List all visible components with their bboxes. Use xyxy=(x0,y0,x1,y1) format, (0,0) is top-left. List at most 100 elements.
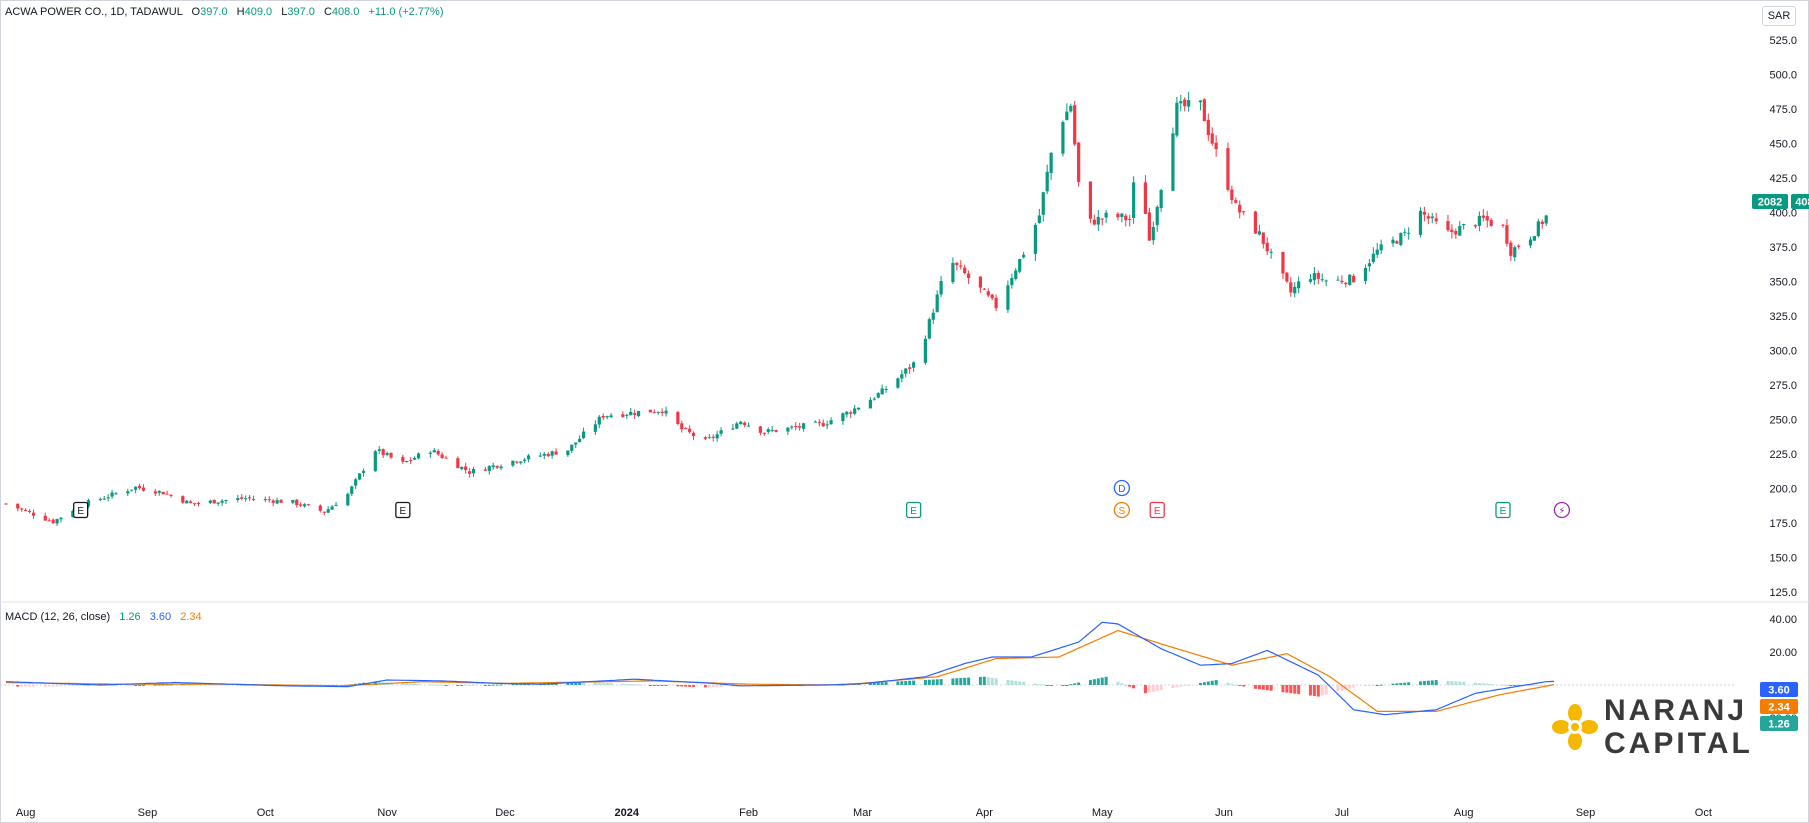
candle xyxy=(279,498,283,503)
candle xyxy=(263,496,267,503)
candle-body xyxy=(1128,218,1132,220)
candle xyxy=(389,452,393,459)
price-tick-label: 200.0 xyxy=(1769,484,1797,496)
candle xyxy=(1454,228,1458,239)
histogram-bar xyxy=(1159,685,1163,691)
histogram-bar xyxy=(652,685,656,686)
candle-body xyxy=(1473,225,1478,227)
candle-body xyxy=(664,410,668,414)
histogram-bar xyxy=(1324,685,1328,695)
histogram-bar xyxy=(1540,685,1544,686)
event-marker-e[interactable]: E xyxy=(1149,501,1165,519)
candle-body xyxy=(1536,221,1540,237)
candle xyxy=(1092,214,1096,226)
logo-text: NARANJ CAPITAL xyxy=(1604,694,1753,760)
signal-line xyxy=(5,629,1555,712)
candle xyxy=(27,509,32,514)
macd-legend[interactable]: MACD (12, 26, close) 1.26 3.60 2.34 xyxy=(5,611,202,623)
histogram-bar xyxy=(126,685,130,686)
candle xyxy=(1434,212,1438,225)
candle-body xyxy=(436,450,440,455)
candle xyxy=(499,464,503,471)
candle-body xyxy=(1308,279,1313,282)
countdown-badge-bg xyxy=(1752,194,1788,209)
candle-body xyxy=(743,422,747,426)
histogram-bar xyxy=(1014,680,1018,685)
event-marker-e[interactable]: E xyxy=(73,501,89,519)
event-marker-e[interactable]: E xyxy=(1495,501,1511,519)
candle xyxy=(330,505,334,510)
candle xyxy=(495,465,499,470)
candle xyxy=(880,384,884,395)
candle xyxy=(1214,135,1218,157)
candle xyxy=(43,512,47,522)
candle-body xyxy=(1348,274,1352,285)
event-marker-d[interactable]: D xyxy=(1113,479,1131,497)
candle xyxy=(538,452,542,458)
histogram-bar xyxy=(106,685,110,686)
candle xyxy=(1458,221,1462,236)
candle xyxy=(1501,223,1505,228)
event-marker-shape xyxy=(395,501,411,519)
candle xyxy=(1179,94,1183,112)
currency-button[interactable]: SAR xyxy=(1762,6,1796,26)
histogram-bar xyxy=(1096,678,1100,685)
event-marker-bolt[interactable]: ⚡ xyxy=(1553,501,1571,519)
candle-body xyxy=(1426,216,1430,219)
candle xyxy=(994,294,998,312)
candle-body xyxy=(1320,279,1324,281)
price-tick-label: 325.0 xyxy=(1769,311,1797,323)
event-marker-e[interactable]: E xyxy=(395,501,411,519)
candle-body xyxy=(1187,100,1191,107)
candle-body xyxy=(994,297,998,309)
histogram-bar xyxy=(664,685,668,686)
histogram-bar xyxy=(79,685,83,686)
symbol-label[interactable]: ACWA POWER CO., 1D, TADAWUL xyxy=(5,6,183,18)
event-marker-e[interactable]: E xyxy=(905,501,922,519)
candle xyxy=(935,290,939,313)
histogram-bar xyxy=(444,685,448,686)
candle xyxy=(291,499,295,505)
candle-body xyxy=(409,460,413,462)
candle-body xyxy=(1379,244,1383,251)
candle xyxy=(326,506,330,514)
candle-body xyxy=(354,479,358,486)
candle xyxy=(680,420,684,433)
candle xyxy=(1104,209,1108,224)
logo-line2: CAPITAL xyxy=(1604,727,1753,760)
candle xyxy=(794,422,798,431)
histogram-bar xyxy=(719,685,723,687)
candle xyxy=(829,417,833,425)
histogram-bar xyxy=(1069,684,1073,686)
candle xyxy=(526,453,531,463)
candle xyxy=(1265,237,1269,256)
macd-indicator-label[interactable]: MACD (12, 26, close) xyxy=(5,611,111,623)
price-tick-label: 450.0 xyxy=(1769,139,1797,151)
candle-body xyxy=(857,407,861,410)
candle-body xyxy=(912,362,916,368)
candle-body xyxy=(137,485,142,489)
candle xyxy=(1269,248,1273,259)
histogram-bar xyxy=(1352,685,1356,688)
histogram-bar xyxy=(711,685,715,688)
candle-body xyxy=(1340,280,1344,283)
macd-line-value: 3.60 xyxy=(149,611,172,623)
event-marker-shape xyxy=(1495,501,1511,519)
candle-body xyxy=(1124,215,1128,221)
candle-body xyxy=(1265,242,1269,252)
candle-body xyxy=(1375,249,1379,255)
candle-body xyxy=(1120,213,1124,217)
candle-body xyxy=(821,423,825,427)
candle-body xyxy=(102,498,106,500)
candle-body xyxy=(746,425,751,427)
candle xyxy=(1544,214,1548,226)
histogram-bar xyxy=(1367,685,1371,686)
event-marker-s[interactable]: S xyxy=(1113,501,1131,519)
candle xyxy=(55,518,59,526)
candle xyxy=(1010,273,1014,289)
candle-body xyxy=(978,276,983,288)
last-price-badge-text: 408.0 xyxy=(1795,197,1809,209)
candle-body xyxy=(1155,206,1159,226)
candle-body xyxy=(460,466,464,470)
